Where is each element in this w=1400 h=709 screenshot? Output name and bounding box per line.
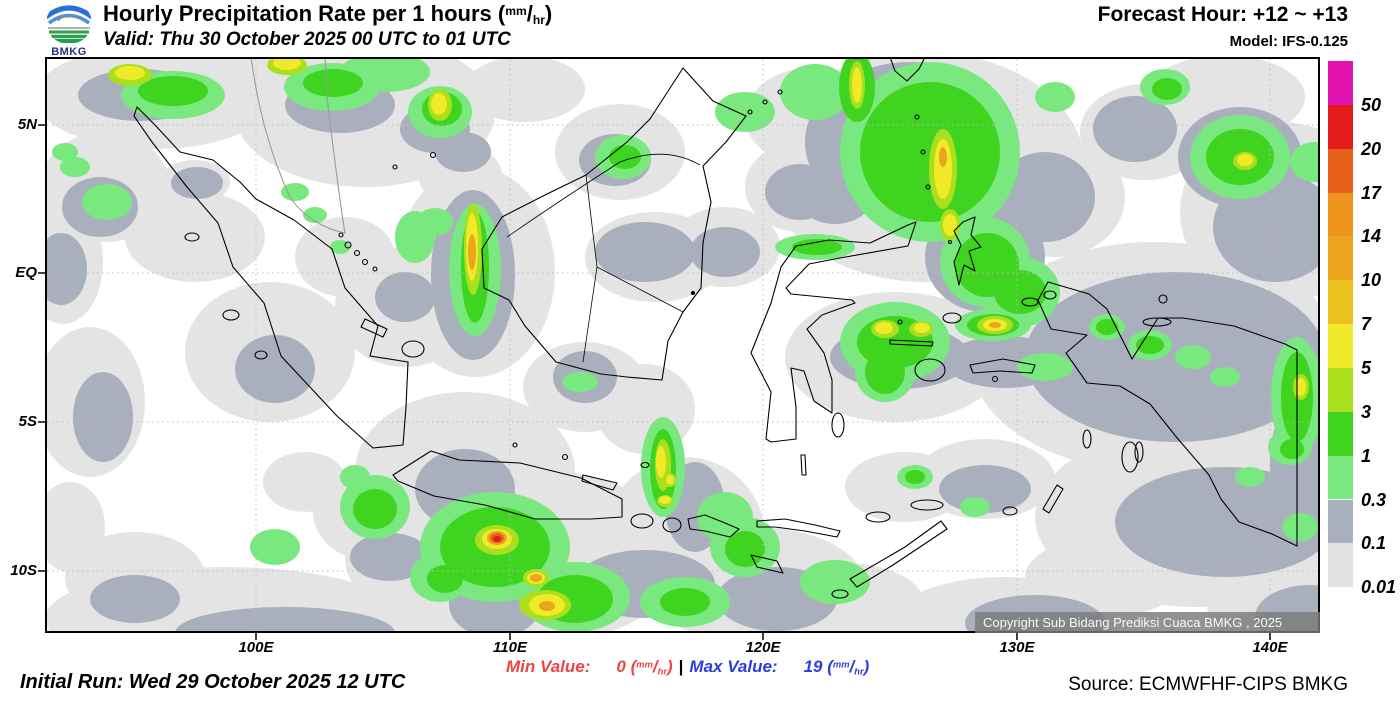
- source-label: Source: ECMWFHF-CIPS BMKG: [1068, 674, 1348, 695]
- forecast-hour: Forecast Hour: +12 ~ +13: [1097, 3, 1348, 26]
- max-value: 19: [803, 657, 823, 676]
- max-unit-slash: /: [849, 657, 855, 676]
- page-title: Hourly Precipitation Rate per 1 hours (m…: [103, 1, 552, 27]
- y-tick-label-eq: EQ: [15, 264, 37, 281]
- y-tick-label-5n: 5N: [17, 116, 37, 133]
- legend-swatch: [1328, 148, 1353, 193]
- y-tick-label-5s: 5S: [18, 413, 37, 430]
- legend-threshold-label: 1: [1361, 446, 1372, 466]
- initial-run-label: Initial Run: Wed 29 October 2025 12 UTC: [20, 671, 406, 693]
- bmkg-logo-label: BMKG: [51, 46, 87, 58]
- legend-threshold-label: 0.3: [1361, 490, 1387, 510]
- min-unit-denominator: hr: [657, 666, 667, 677]
- min-value: 0: [616, 657, 626, 676]
- min-unit-open: (: [630, 657, 637, 676]
- max-value-group: Max Value: 19 (mm/hr): [689, 657, 869, 676]
- legend-swatch: [1328, 61, 1353, 105]
- graticule: [47, 59, 1318, 631]
- legend-threshold-label: 7: [1361, 314, 1372, 334]
- legend-swatch: [1328, 367, 1353, 412]
- bmkg-logo-icon: [46, 2, 92, 44]
- title-text: Hourly Precipitation Rate per 1 hours (: [103, 1, 506, 26]
- x-tick-label-140e: 140E: [1252, 639, 1288, 656]
- valid-line: Valid: Thu 30 October 2025 00 UTC to 01 …: [103, 29, 511, 50]
- title-unit-slash: /: [526, 1, 533, 26]
- title-unit-denominator: hr: [532, 13, 545, 28]
- min-unit-slash: /: [652, 657, 658, 676]
- min-unit-numerator: mm: [636, 659, 653, 670]
- max-unit-close: ): [863, 657, 870, 676]
- legend-swatch: [1328, 324, 1353, 368]
- legend-swatch: [1328, 499, 1353, 544]
- legend-threshold-label: 17: [1361, 183, 1382, 203]
- y-tick-label-10s: 10S: [10, 562, 37, 579]
- legend-threshold-label: 5: [1361, 358, 1372, 378]
- x-tick-label-130e: 130E: [999, 639, 1035, 656]
- legend-threshold-label: 0.1: [1361, 533, 1387, 553]
- min-unit-close: ): [666, 657, 673, 676]
- legend-swatch: [1328, 455, 1353, 500]
- legend-swatch: [1328, 543, 1353, 588]
- precipitation-map: [38, 57, 1320, 640]
- model-label: Model: IFS-0.125: [1229, 33, 1348, 50]
- legend-threshold-label: 3: [1361, 402, 1372, 422]
- max-label: Max Value:: [689, 657, 778, 676]
- max-unit-open: (: [827, 657, 833, 676]
- precipitation-layer: [47, 59, 1318, 631]
- x-tick-label-110e: 110E: [493, 639, 527, 656]
- legend-threshold-label: 20: [1361, 139, 1382, 159]
- legend-swatch: [1328, 411, 1353, 456]
- min-label: Min Value:: [506, 657, 591, 676]
- title-close-paren: ): [544, 1, 553, 26]
- min-value-group: Min Value: 0 (mm/hr): [506, 657, 673, 676]
- coastlines-layer: [133, 59, 1298, 599]
- max-unit-numerator: mm: [832, 659, 850, 670]
- minmax-separator: |: [678, 657, 684, 676]
- legend-swatch: [1328, 236, 1353, 281]
- min-max-values: Min Value: 0 (mm/hr) | Max Value: 19 (mm/hr): [506, 657, 869, 677]
- copyright-overlay: Copyright Sub Bidang Prediksi Cuaca BMKG…: [975, 612, 1320, 633]
- foreign-coastlines: [250, 59, 346, 234]
- bmkg-logo: BMKG: [44, 1, 94, 58]
- legend-threshold-label: 14: [1361, 226, 1382, 246]
- x-tick-label-100e: 100E: [238, 639, 274, 656]
- max-unit-denominator: hr: [854, 666, 864, 677]
- legend-swatch: [1328, 104, 1353, 149]
- color-legend: 50 20 17 14 10 7 5 3 1 0.3 0.1 0.01: [1328, 61, 1400, 597]
- legend-threshold-label: 10: [1361, 270, 1382, 290]
- x-tick-label-120e: 120E: [745, 639, 781, 656]
- legend-swatch: [1328, 192, 1353, 237]
- legend-threshold-label: 50: [1361, 95, 1382, 115]
- title-unit-numerator: mm: [505, 3, 527, 18]
- legend-swatch: [1328, 280, 1353, 325]
- map-frame: [38, 57, 1320, 640]
- legend-threshold-label: 0.01: [1361, 577, 1397, 597]
